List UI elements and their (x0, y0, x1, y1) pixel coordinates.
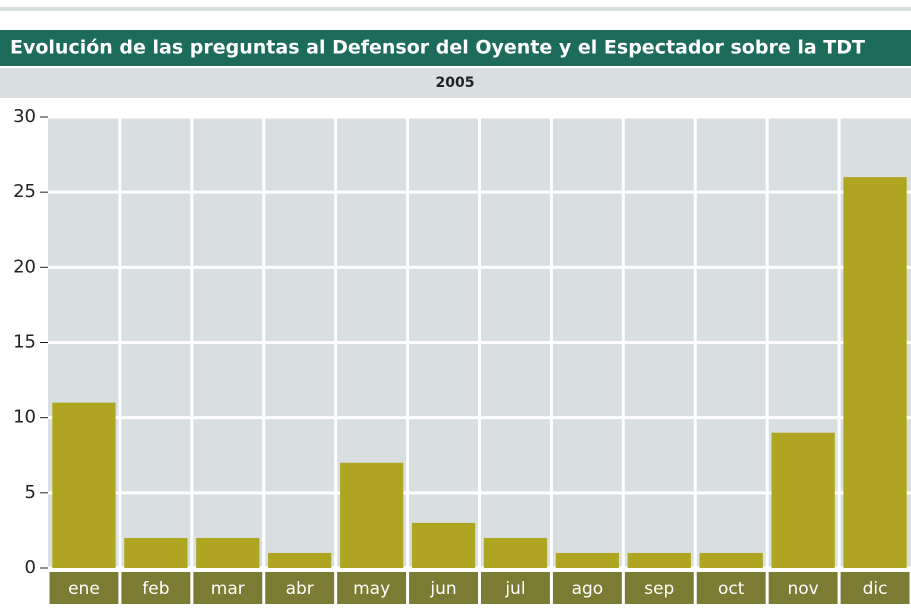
bar (627, 552, 691, 568)
bar (124, 537, 188, 568)
category-box (409, 572, 478, 604)
y-tick-label: 10 (13, 407, 36, 428)
x-tick-label: ene (68, 579, 100, 599)
bar (411, 522, 476, 568)
category-box (121, 572, 191, 604)
bar (483, 537, 548, 568)
bar (699, 552, 763, 568)
bar (196, 537, 260, 568)
y-tick-label: 5 (25, 482, 36, 503)
x-tick-label: jul (504, 579, 525, 599)
x-tick-label: nov (788, 579, 819, 599)
category-box (193, 572, 263, 604)
y-tick-label: 20 (13, 256, 36, 277)
category-box (49, 572, 119, 604)
y-tick-label: 0 (25, 557, 36, 578)
bar (555, 552, 620, 568)
bar (268, 552, 332, 568)
x-tick-label: jun (429, 579, 456, 599)
category-box (840, 572, 910, 604)
y-tick-label: 30 (13, 106, 36, 127)
chart-title: Evolución de las preguntas al Defensor d… (10, 37, 865, 59)
bar (339, 462, 404, 568)
category-box (624, 572, 694, 604)
x-tick-label: dic (863, 579, 888, 599)
x-tick-label: sep (644, 579, 674, 599)
y-tick-label: 15 (13, 332, 36, 353)
category-box (552, 572, 622, 604)
title-bar (0, 30, 911, 66)
top-rule (0, 7, 911, 11)
x-tick-label: feb (142, 579, 169, 599)
x-tick-label: may (353, 579, 390, 599)
x-tick-label: mar (211, 579, 245, 599)
category-box (481, 572, 550, 604)
x-tick-label: abr (286, 579, 314, 599)
y-tick-label: 25 (13, 181, 36, 202)
bar (52, 402, 116, 568)
x-tick-label: oct (718, 579, 745, 599)
subtitle-bar (0, 68, 911, 98)
category-box (337, 572, 407, 604)
bar (843, 177, 907, 568)
chart-subtitle: 2005 (436, 75, 475, 91)
bar (771, 432, 835, 568)
category-box (696, 572, 766, 604)
category-box (265, 572, 335, 604)
x-tick-label: ago (572, 579, 604, 599)
category-box (768, 572, 838, 604)
